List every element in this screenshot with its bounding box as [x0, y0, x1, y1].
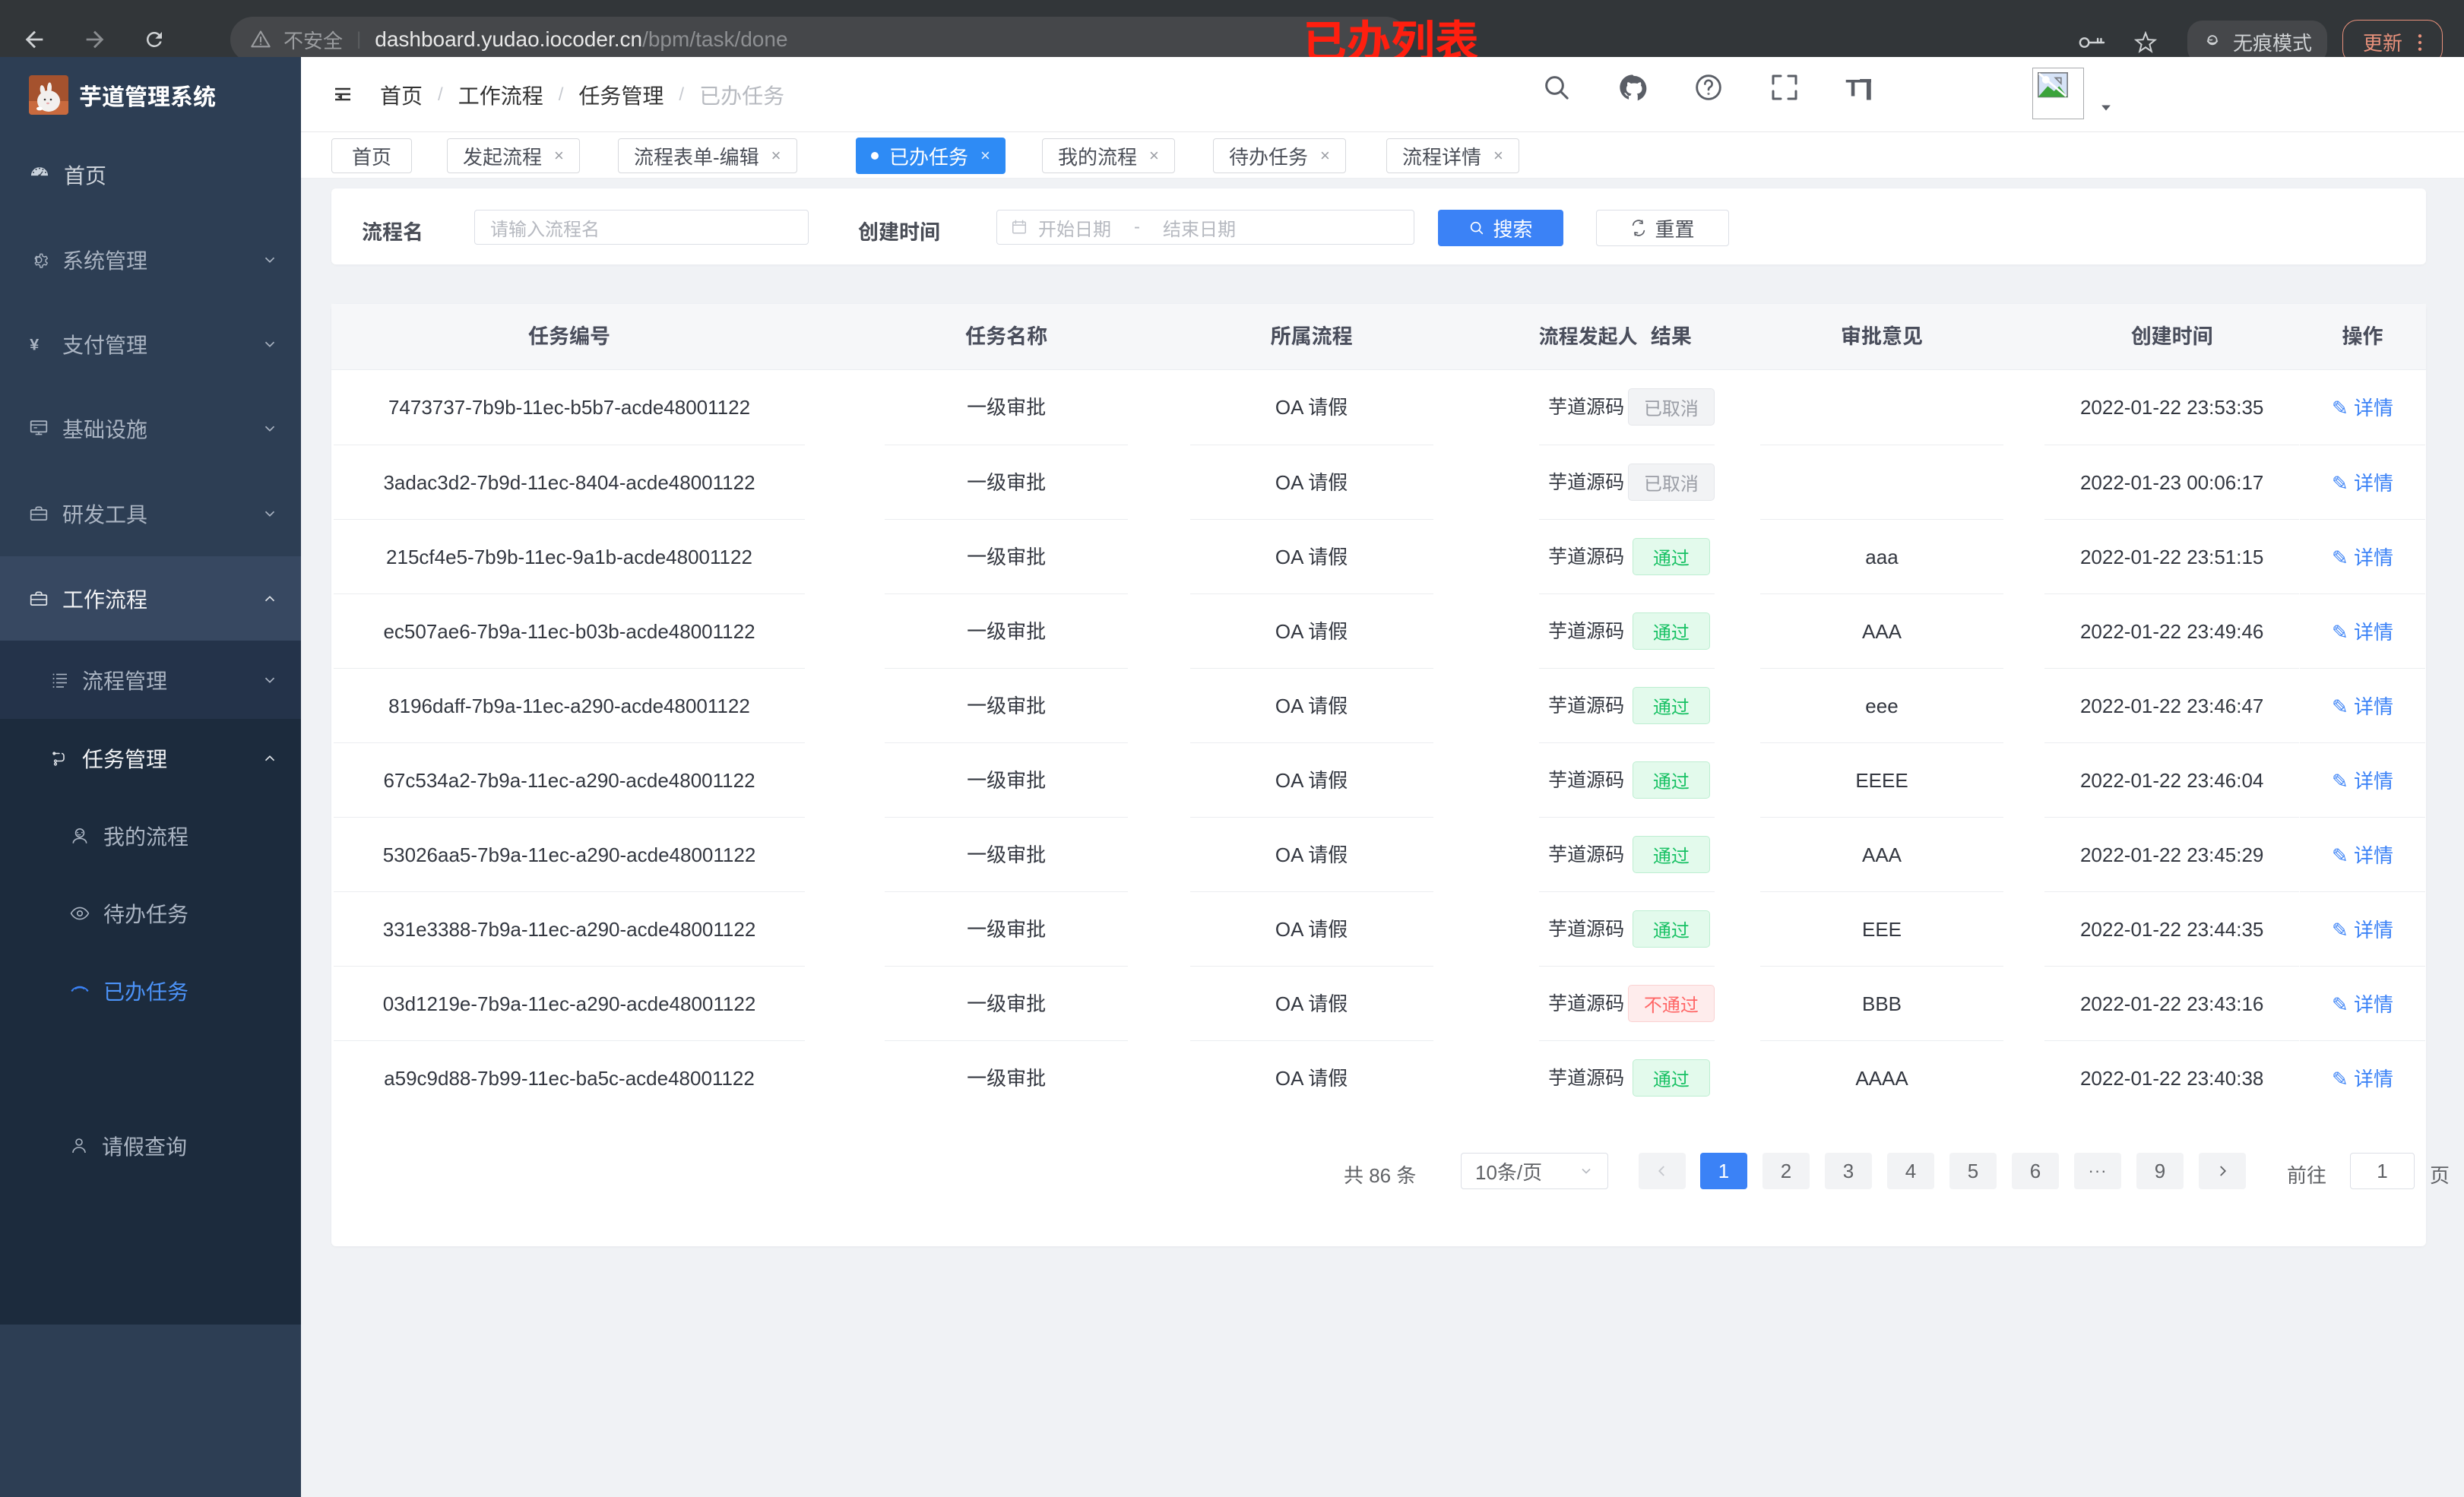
svg-text:T: T [1860, 74, 1871, 103]
svg-text:¥: ¥ [30, 335, 39, 354]
svg-text:T: T [1845, 74, 1860, 102]
